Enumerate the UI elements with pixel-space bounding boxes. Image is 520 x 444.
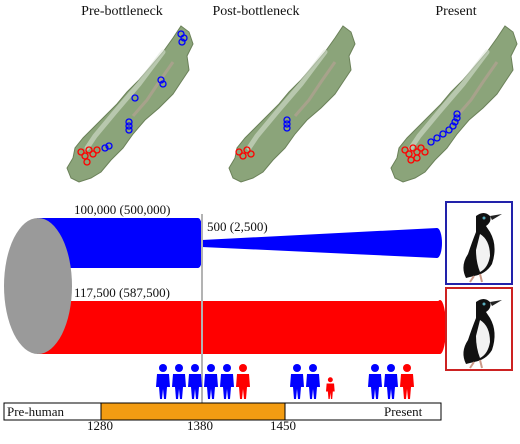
blue-population-narrow-band xyxy=(202,228,437,258)
map-title-post-bottleneck: Post-bottleneck xyxy=(212,4,300,19)
person-icon xyxy=(306,364,320,399)
map-title-pre-bottleneck: Pre-bottleneck xyxy=(81,4,163,19)
person-icon xyxy=(400,364,414,399)
timeline-tick-1450: 1450 xyxy=(270,418,296,433)
person-icon xyxy=(188,364,202,399)
cormorant-icon xyxy=(463,213,502,283)
map-title-present: Present xyxy=(435,4,477,19)
people-groups xyxy=(156,364,414,399)
timeline-highlight-segment xyxy=(100,402,286,421)
person-icon xyxy=(326,377,335,399)
colony-markers-blue xyxy=(427,110,461,146)
blue-bottleneck-population-label: 500 (2,500) xyxy=(207,219,268,234)
blue-start-population-label: 100,000 (500,000) xyxy=(74,202,171,217)
person-icon xyxy=(384,364,398,399)
blue-bird-frame xyxy=(445,201,513,285)
map-post-bottleneck xyxy=(229,26,355,182)
blue-population-band xyxy=(37,218,203,268)
cormorant-icon xyxy=(463,299,502,369)
red-band-end xyxy=(434,300,446,354)
cylinder-start-face xyxy=(4,218,72,354)
map-present xyxy=(391,26,517,182)
timeline-start-label: Pre-human xyxy=(7,404,65,419)
red-population-band xyxy=(37,301,440,354)
person-icon xyxy=(172,364,186,399)
map-pre-bottleneck xyxy=(67,26,193,182)
person-icon xyxy=(220,364,234,399)
colony-markers-red xyxy=(235,146,255,160)
timeline-tick-1280: 1280 xyxy=(87,418,113,433)
red-start-population-label: 117,500 (587,500) xyxy=(74,285,170,300)
person-icon xyxy=(236,364,250,399)
person-icon xyxy=(290,364,304,399)
timeline-end-label: Present xyxy=(384,404,423,419)
colony-markers-red xyxy=(401,144,429,164)
timeline-tick-1380: 1380 xyxy=(187,418,213,433)
person-icon xyxy=(156,364,170,399)
colony-markers-blue xyxy=(101,30,188,152)
person-icon xyxy=(368,364,382,399)
red-bird-frame xyxy=(445,287,513,371)
colony-markers-blue xyxy=(283,116,291,132)
blue-band-end xyxy=(432,228,442,258)
colony-markers-red xyxy=(77,146,101,166)
person-icon xyxy=(204,364,218,399)
